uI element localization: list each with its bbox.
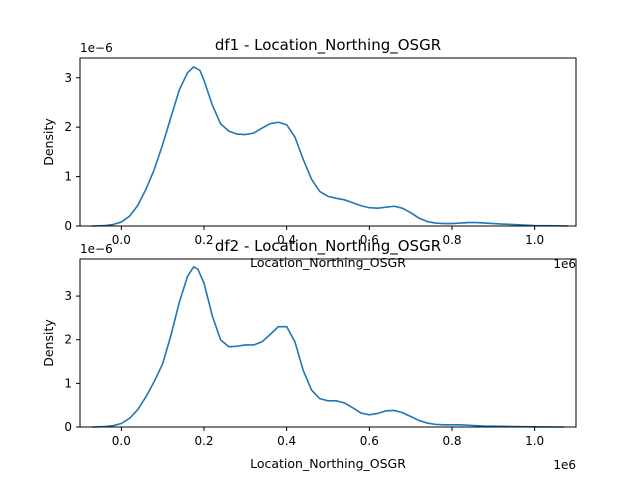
subplot-2: 0.0 0.2 0.4 0.6 0.8 1.0 0 1 2 3 1e−6 1e6 Location_No…	[41, 237, 577, 472]
y-tick-label: 1	[64, 376, 72, 390]
y-tick-label: 0	[64, 420, 72, 434]
chart-title: df2 - Location_Northing_OSGR	[215, 237, 441, 256]
y-axis-label: Density	[41, 319, 56, 367]
density-line	[92, 266, 564, 428]
x-axis-label: Location_Northing_OSGR	[250, 255, 406, 270]
x-axis-label: Location_Northing_OSGR	[250, 456, 406, 471]
x-tick-label: 0.6	[360, 434, 379, 448]
y-tick-label: 0	[64, 219, 72, 233]
x-tick-label: 0.8	[442, 434, 461, 448]
x-tick-label: 0.6	[360, 233, 379, 247]
x-offset-label: 1e6	[553, 458, 576, 472]
y-tick-label: 2	[64, 120, 72, 134]
x-tick-label: 0.4	[277, 233, 296, 247]
x-tick-label: 0.0	[112, 434, 131, 448]
axes-frame	[79, 57, 577, 227]
x-tick-label: 0.2	[194, 434, 213, 448]
y-tick-label: 3	[64, 71, 72, 85]
y-axis-label: Density	[41, 118, 56, 166]
x-tick-label: 0.0	[112, 233, 131, 247]
density-line	[92, 66, 568, 227]
x-tick-label: 0.4	[277, 434, 296, 448]
y-tick-label: 3	[64, 289, 72, 303]
x-tick-label: 0.2	[194, 233, 213, 247]
x-tick-label: 1.0	[525, 434, 544, 448]
x-tick-label: 0.8	[442, 233, 461, 247]
axes-frame	[79, 258, 577, 428]
subplot-1: 0.0 0.2 0.4 0.6 0.8 1.0 0 1 2 3 1e−6 1e6 Location_No…	[41, 36, 577, 271]
chart-title: df1 - Location_Northing_OSGR	[215, 36, 441, 55]
x-tick-label: 1.0	[525, 233, 544, 247]
y-offset-label: 1e−6	[80, 242, 113, 256]
y-offset-label: 1e−6	[80, 41, 113, 55]
y-tick-label: 1	[64, 170, 72, 184]
x-offset-label: 1e6	[553, 257, 576, 271]
y-tick-label: 2	[64, 333, 72, 347]
